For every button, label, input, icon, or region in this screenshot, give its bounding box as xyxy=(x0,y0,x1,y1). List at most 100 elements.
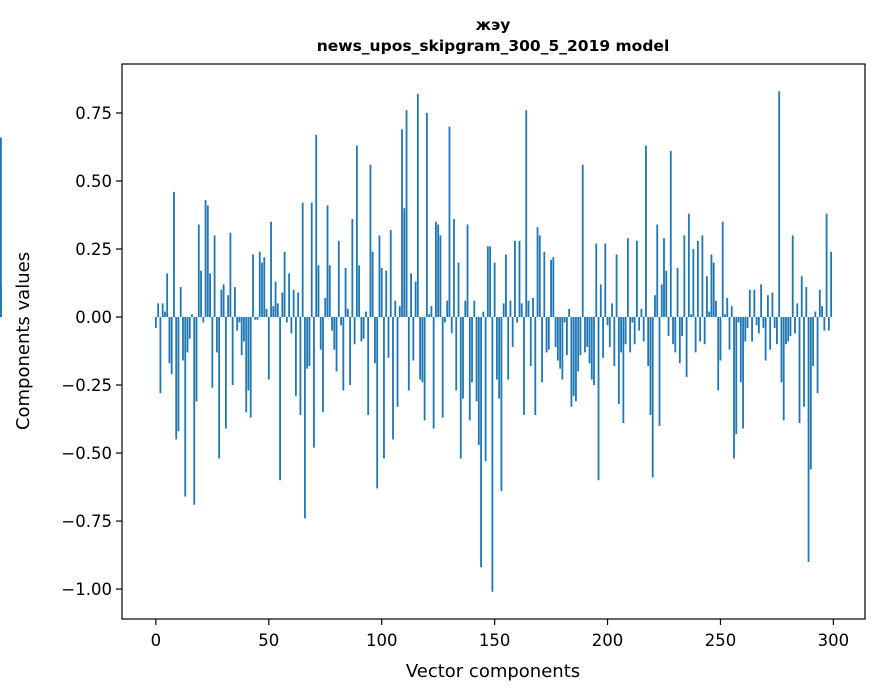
bar xyxy=(554,317,557,347)
bar xyxy=(407,317,410,391)
bar xyxy=(419,317,422,380)
bar xyxy=(568,308,571,318)
bar xyxy=(696,240,699,318)
bar xyxy=(536,227,539,318)
bar xyxy=(500,317,503,492)
bar xyxy=(812,317,814,366)
x-tick-label: 50 xyxy=(258,631,279,650)
bar xyxy=(179,287,182,318)
y-tick-label: −0.25 xyxy=(61,376,112,395)
x-axis-label: Vector components xyxy=(406,661,580,682)
bar xyxy=(757,317,760,334)
bar xyxy=(701,235,704,318)
bar xyxy=(387,317,390,358)
bar xyxy=(234,287,236,318)
bar xyxy=(699,317,702,342)
bar xyxy=(809,317,812,470)
bar xyxy=(685,317,688,377)
bar xyxy=(435,221,437,318)
bar xyxy=(324,297,327,318)
bar xyxy=(337,240,340,318)
bar xyxy=(358,265,361,318)
bar xyxy=(624,317,627,345)
bar xyxy=(401,129,403,318)
bar xyxy=(654,295,656,318)
bar xyxy=(663,238,665,318)
bar xyxy=(480,317,482,568)
bar xyxy=(683,235,686,318)
bar xyxy=(313,317,315,448)
x-tick-label: 250 xyxy=(705,631,737,650)
y-tick-label: −0.50 xyxy=(61,444,112,463)
bar xyxy=(367,317,370,415)
bar xyxy=(263,257,266,318)
bar xyxy=(229,232,232,318)
bar xyxy=(471,317,473,383)
bar xyxy=(202,317,205,323)
bar xyxy=(236,317,239,331)
bar xyxy=(538,235,541,318)
bar xyxy=(491,317,494,592)
bar xyxy=(161,303,164,318)
bar xyxy=(270,221,272,318)
bar xyxy=(177,317,180,432)
bar xyxy=(154,317,157,328)
bar xyxy=(227,295,230,318)
bar xyxy=(281,292,284,318)
bar xyxy=(505,254,507,318)
bar xyxy=(353,317,356,345)
bar xyxy=(466,224,469,318)
bar xyxy=(584,317,586,353)
bar xyxy=(279,317,281,481)
bar xyxy=(527,300,530,318)
bar xyxy=(706,276,708,318)
bar xyxy=(301,202,304,318)
bar xyxy=(638,317,641,331)
bar xyxy=(647,317,650,366)
bar xyxy=(294,317,297,396)
bar xyxy=(575,317,577,402)
bar xyxy=(577,317,580,372)
bar xyxy=(593,317,595,386)
bar xyxy=(572,317,575,396)
bar xyxy=(315,134,318,318)
bar xyxy=(252,254,254,318)
bar xyxy=(545,317,548,353)
bar xyxy=(588,317,591,364)
bar xyxy=(378,235,381,318)
bar xyxy=(712,262,715,318)
bar xyxy=(823,317,826,331)
bar xyxy=(529,317,532,366)
bar xyxy=(204,200,207,318)
bar xyxy=(0,137,2,318)
bar xyxy=(818,289,821,318)
bar xyxy=(346,308,349,318)
bar xyxy=(791,235,794,318)
bar xyxy=(766,295,769,318)
bar xyxy=(721,221,724,318)
bar xyxy=(261,262,263,318)
y-tick-label: 0.00 xyxy=(75,308,112,327)
bar xyxy=(602,317,604,358)
bar xyxy=(188,317,191,339)
bar xyxy=(450,317,453,334)
bar xyxy=(416,93,419,318)
bar xyxy=(206,205,209,318)
bar xyxy=(380,268,383,318)
bar xyxy=(457,262,460,318)
bar xyxy=(787,317,790,342)
bar xyxy=(310,202,313,318)
bar xyxy=(473,300,476,318)
bar xyxy=(728,317,731,350)
x-tick-label: 100 xyxy=(366,631,398,650)
bar xyxy=(412,317,415,361)
bar xyxy=(814,311,817,318)
bar xyxy=(462,317,464,399)
bar xyxy=(518,240,521,318)
x-tick-label: 150 xyxy=(479,631,511,650)
bar xyxy=(782,317,785,421)
bar xyxy=(803,317,805,407)
bar xyxy=(830,251,833,318)
bar xyxy=(717,317,720,391)
bar xyxy=(484,317,487,462)
